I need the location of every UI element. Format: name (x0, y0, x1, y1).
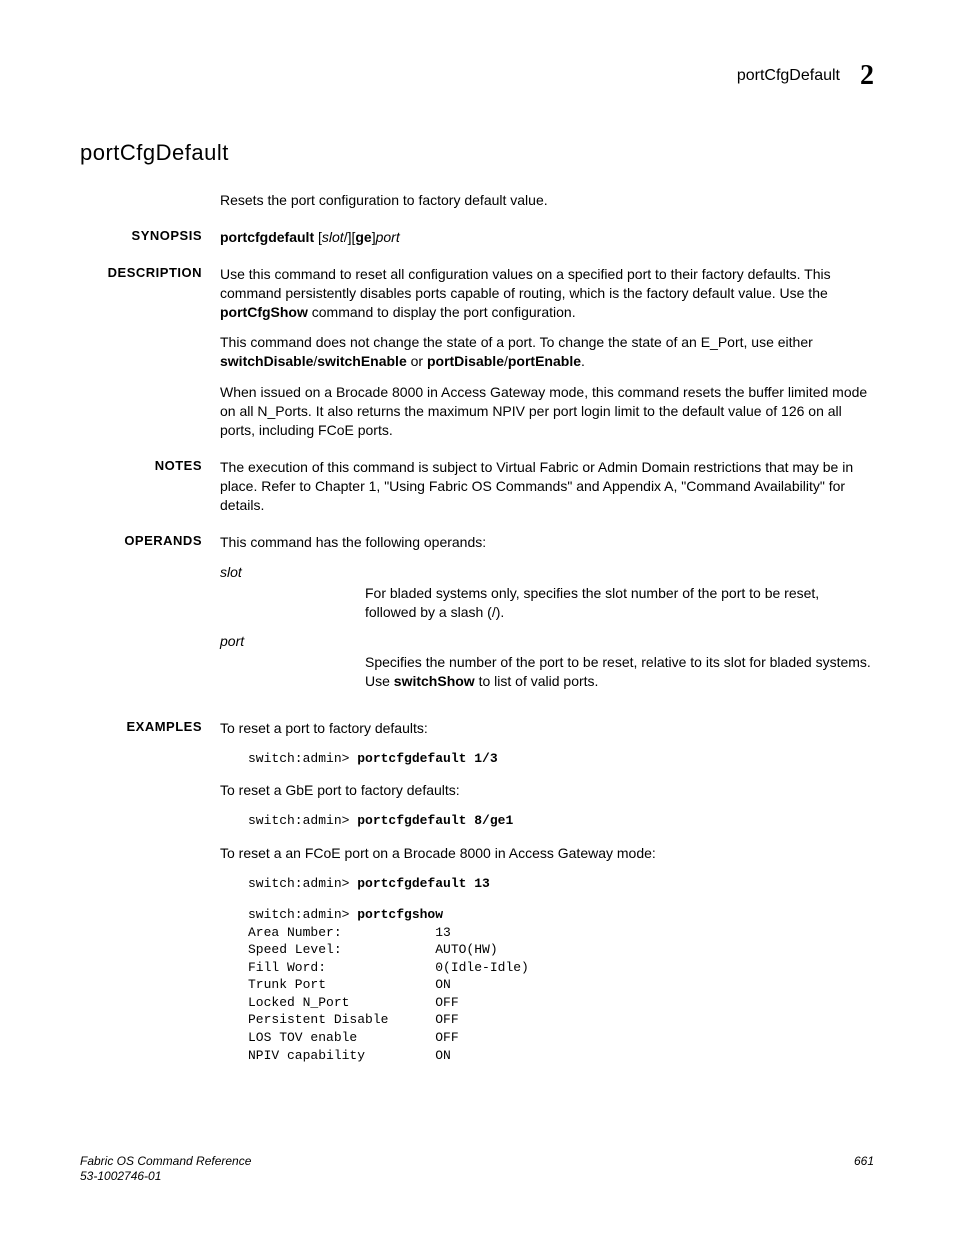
intro-text: Resets the port configuration to factory… (220, 191, 874, 210)
header-command: portCfgDefault (737, 67, 840, 85)
page-header: portCfgDefault 2 (737, 60, 874, 92)
example2-intro: To reset a GbE port to factory defaults: (220, 781, 874, 800)
example1-code: switch:admin> portcfgdefault 1/3 (248, 750, 874, 768)
description-p1: Use this command to reset all configurat… (220, 265, 874, 322)
notes-label: NOTES (80, 458, 220, 473)
page-title: portCfgDefault (80, 140, 874, 166)
synopsis-label: SYNOPSIS (80, 228, 220, 243)
operand-slot-term: slot (220, 563, 874, 582)
footer-doc-num: 53-1002746-01 (80, 1169, 251, 1185)
operands-label: OPERANDS (80, 533, 220, 548)
example2-code: switch:admin> portcfgdefault 8/ge1 (248, 812, 874, 830)
operand-port-term: port (220, 632, 874, 651)
chapter-number: 2 (860, 60, 874, 92)
example4-output: switch:admin> portcfgshow Area Number: 1… (248, 906, 874, 1064)
synopsis-cmd: portcfgdefault (220, 229, 314, 245)
synopsis-bracket-open: [ (314, 229, 322, 245)
synopsis-ge: ge (355, 229, 371, 245)
description-p3: When issued on a Brocade 8000 in Access … (220, 383, 874, 440)
operand-slot-desc: For bladed systems only, specifies the s… (365, 584, 874, 622)
operand-port-desc: Specifies the number of the port to be r… (365, 653, 874, 691)
notes-text: The execution of this command is subject… (220, 458, 874, 515)
description-p2: This command does not change the state o… (220, 333, 874, 371)
example3-intro: To reset a an FCoE port on a Brocade 800… (220, 844, 874, 863)
operands-intro: This command has the following operands: (220, 533, 874, 552)
synopsis-slash: /][ (344, 229, 356, 245)
footer-page-num: 661 (854, 1154, 874, 1185)
example1-intro: To reset a port to factory defaults: (220, 719, 874, 738)
synopsis-line: portcfgdefault [slot/][ge]port (220, 228, 874, 247)
examples-label: EXAMPLES (80, 719, 220, 734)
example3-code: switch:admin> portcfgdefault 13 (248, 875, 874, 893)
synopsis-port: port (376, 229, 400, 245)
synopsis-slot: slot (322, 229, 344, 245)
footer-doc-title: Fabric OS Command Reference (80, 1154, 251, 1170)
page-footer: Fabric OS Command Reference 53-1002746-0… (80, 1154, 874, 1185)
description-label: DESCRIPTION (80, 265, 220, 280)
